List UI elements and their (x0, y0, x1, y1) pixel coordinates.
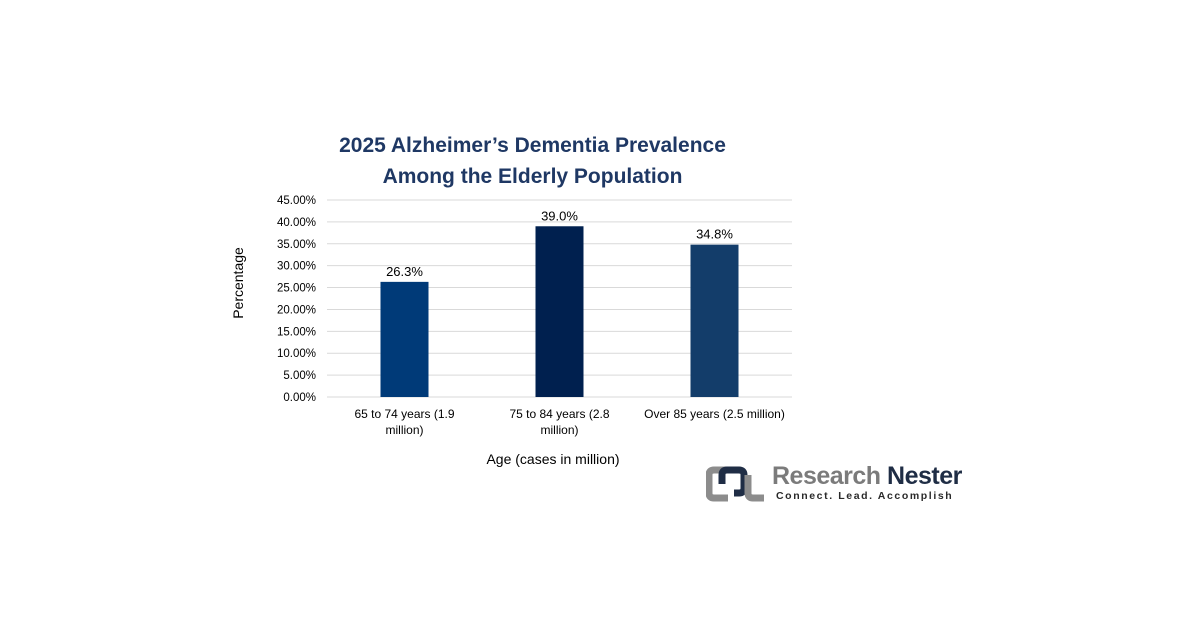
y-tick-label: 40.00% (277, 217, 316, 229)
bar (535, 226, 584, 397)
chart-title-line-1: 2025 Alzheimer’s Dementia Prevalence (339, 134, 726, 157)
chart-title-line-2: Among the Elderly Population (382, 165, 683, 188)
y-tick-label: 45.00% (277, 195, 316, 207)
y-tick-label: 0.00% (283, 392, 316, 404)
y-tick-label: 15.00% (277, 326, 316, 338)
y-tick-label: 35.00% (277, 239, 316, 251)
bar (380, 281, 429, 397)
data-labels: 26.3% 39.0% 34.8% (386, 208, 733, 279)
y-tick-label: 30.00% (277, 261, 316, 273)
x-tick-label: 75 to 84 years (2.8 (509, 407, 609, 421)
x-tick-label: Over 85 years (2.5 million) (644, 407, 785, 421)
x-axis-ticks: 65 to 74 years (1.9 million) 75 to 84 year… (354, 407, 784, 437)
y-tick-label: 20.00% (277, 304, 316, 316)
logo-tagline: Connect. Lead. Accomplish (776, 490, 954, 502)
y-tick-label: 5.00% (283, 370, 316, 382)
bar (690, 244, 739, 397)
y-axis-title: Percentage (230, 247, 246, 319)
research-nester-logo: Research Nester Connect. Lead. Accomplis… (706, 462, 966, 504)
y-tick-label: 25.00% (277, 283, 316, 295)
y-axis-ticks: 0.00% 5.00% 10.00% 15.00% 20.00% 25.00% 30.00%… (277, 195, 316, 404)
x-axis-title: Age (cases in million) (486, 451, 619, 467)
data-label: 34.8% (696, 227, 733, 242)
y-tick-label: 10.00% (277, 348, 316, 360)
logo-wordmark: Research Nester (772, 462, 962, 491)
x-tick-label: million) (540, 423, 578, 437)
logo-word-nester: Nester (887, 462, 962, 490)
logo-word-research: Research (772, 462, 881, 490)
data-label: 39.0% (541, 208, 578, 223)
data-label: 26.3% (386, 264, 423, 279)
bars (380, 226, 739, 397)
logo-mark-icon (706, 466, 764, 502)
chart-title: 2025 Alzheimer’s Dementia Prevalence Amo… (300, 130, 765, 192)
x-tick-label: million) (385, 423, 423, 437)
x-tick-label: 65 to 74 years (1.9 (354, 407, 454, 421)
